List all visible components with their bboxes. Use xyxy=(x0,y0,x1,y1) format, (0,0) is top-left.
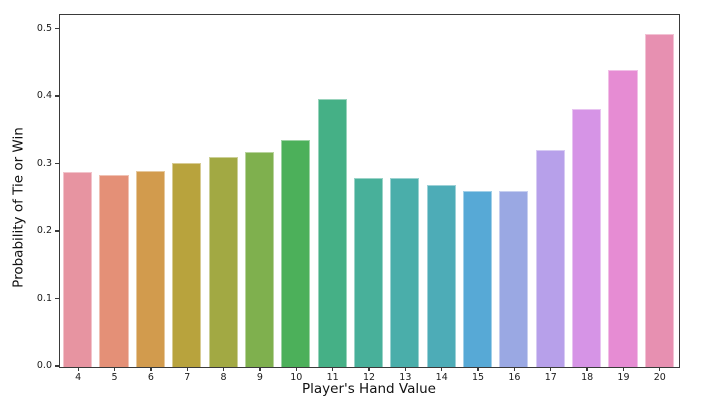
x-axis-label: Player's Hand Value xyxy=(302,381,436,397)
x-tick-mark xyxy=(259,367,261,371)
x-tick-label: 9 xyxy=(256,372,263,383)
x-tick-label: 13 xyxy=(399,372,412,383)
y-tick-mark xyxy=(54,365,59,367)
bar-14 xyxy=(426,184,456,367)
x-tick-label: 16 xyxy=(508,372,521,383)
x-tick-mark xyxy=(368,367,370,371)
y-tick-label: 0.2 xyxy=(36,225,52,236)
x-tick-mark xyxy=(550,367,552,371)
x-tick-label: 19 xyxy=(617,372,630,383)
bar-15 xyxy=(463,191,493,367)
y-tick-mark xyxy=(54,230,59,232)
x-tick-mark xyxy=(331,367,334,371)
bar-8 xyxy=(208,157,238,367)
plot-area xyxy=(58,13,680,368)
x-tick-label: 18 xyxy=(581,372,594,383)
x-tick-mark xyxy=(404,367,406,371)
bar-9 xyxy=(244,151,274,367)
y-tick-mark xyxy=(54,162,59,165)
bar-12 xyxy=(353,177,384,367)
x-tick-label: 5 xyxy=(111,372,118,383)
y-tick-mark xyxy=(54,95,59,97)
y-tick-label: 0.0 xyxy=(36,360,52,371)
x-tick-mark xyxy=(222,367,225,371)
bar-6 xyxy=(135,171,165,367)
bar-18 xyxy=(572,109,602,367)
bar-10 xyxy=(281,140,311,367)
x-tick-label: 4 xyxy=(75,372,82,383)
x-tick-label: 14 xyxy=(435,372,448,383)
x-tick-mark xyxy=(186,367,188,371)
x-tick-mark xyxy=(477,367,479,371)
y-tick-label: 0.4 xyxy=(36,90,52,101)
x-tick-mark xyxy=(622,367,625,371)
y-axis-label: Probability of Tie or Win xyxy=(10,127,27,288)
x-tick-mark xyxy=(659,367,661,371)
bar-4 xyxy=(63,172,93,367)
x-tick-mark xyxy=(295,367,297,371)
x-tick-label: 15 xyxy=(472,372,485,383)
y-tick-mark xyxy=(54,297,59,300)
x-tick-label: 10 xyxy=(290,372,303,383)
bar-13 xyxy=(390,177,420,367)
bar-5 xyxy=(99,174,129,367)
y-tick-label: 0.3 xyxy=(36,157,52,169)
x-tick-mark xyxy=(441,367,443,371)
bar-11 xyxy=(317,98,347,367)
x-tick-label: 11 xyxy=(326,372,339,383)
x-tick-label: 8 xyxy=(220,372,227,383)
bar-19 xyxy=(608,69,638,367)
x-tick-mark xyxy=(513,367,516,371)
bar-17 xyxy=(535,149,565,367)
y-tick-label: 0.1 xyxy=(36,292,52,304)
x-tick-label: 6 xyxy=(147,372,154,383)
bar-16 xyxy=(499,191,529,367)
x-tick-label: 7 xyxy=(184,372,191,383)
x-tick-mark xyxy=(77,367,79,371)
y-tick-label: 0.5 xyxy=(36,22,52,34)
x-tick-mark xyxy=(113,367,116,371)
x-tick-mark xyxy=(150,367,152,371)
x-tick-label: 20 xyxy=(653,372,666,383)
bar-7 xyxy=(172,163,202,367)
x-tick-label: 17 xyxy=(544,372,557,383)
y-tick-mark xyxy=(54,27,59,30)
x-tick-mark xyxy=(586,367,588,371)
bar-20 xyxy=(644,33,674,367)
x-tick-label: 12 xyxy=(362,372,376,383)
